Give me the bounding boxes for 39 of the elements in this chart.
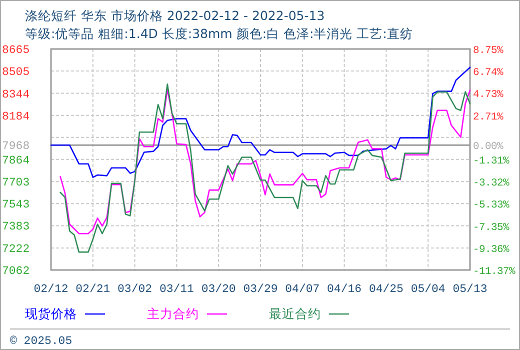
y-tick-label: 7864 (2, 154, 30, 168)
chart-title: 涤纶短纤 华东 市场价格 2022-02-12 - 2022-05-13 (25, 8, 325, 23)
y-tick-label: 8184 (2, 110, 30, 124)
y-tick-label: 7703 (2, 176, 30, 190)
legend-label: 现货价格 (25, 306, 77, 321)
y-tick-label: 8344 (2, 88, 30, 102)
legend-label: 主力合约 (147, 306, 199, 321)
x-tick-label: 04/25 (368, 283, 404, 296)
y2-tick-label: 6.74% (473, 67, 504, 80)
y-tick-label: 7062 (2, 265, 30, 278)
y2-tick-label: -11.37% (473, 266, 516, 278)
x-tick-label: 05/13 (452, 283, 488, 296)
y2-tick-label: 0.00% (473, 141, 504, 154)
y2-tick-label: -5.33% (473, 200, 510, 212)
y-tick-label: 7383 (2, 220, 30, 234)
y-tick-label: 8505 (2, 66, 30, 80)
x-tick-label: 04/07 (285, 283, 320, 296)
y2-tick-label: -3.32% (473, 178, 510, 190)
y2-tick-label: -1.31% (473, 156, 510, 168)
y-tick-label: 7543 (2, 198, 30, 212)
text: © 2025.05 (10, 335, 72, 348)
x-tick-label: 05/04 (410, 283, 446, 296)
y2-tick-label: -7.35% (473, 222, 510, 234)
x-tick-label: 02/12 (34, 283, 68, 296)
x-tick-label: 03/02 (118, 283, 152, 296)
y2-tick-label: 2.71% (473, 111, 504, 124)
y2-tick-label: 4.73% (473, 89, 504, 102)
y2-tick-label: -9.36% (473, 244, 510, 256)
y-tick-label: 7968 (2, 140, 30, 154)
y-tick-label: 7222 (2, 242, 30, 256)
x-tick-label: 03/29 (243, 283, 278, 296)
x-tick-label: 02/21 (76, 283, 110, 296)
y2-tick-label: 8.75% (473, 45, 504, 57)
legend-label: 最近合约 (269, 306, 321, 321)
y-tick-label: 8665 (2, 44, 30, 57)
x-tick-label: 03/11 (159, 283, 194, 296)
x-tick-label: 04/16 (327, 283, 362, 296)
x-tick-label: 03/20 (201, 283, 236, 296)
chart-subtitle: 等级:优等品 粗细:1.4D 长度:38mm 颜色:白 色泽:半消光 工艺:直纺 (25, 26, 413, 41)
